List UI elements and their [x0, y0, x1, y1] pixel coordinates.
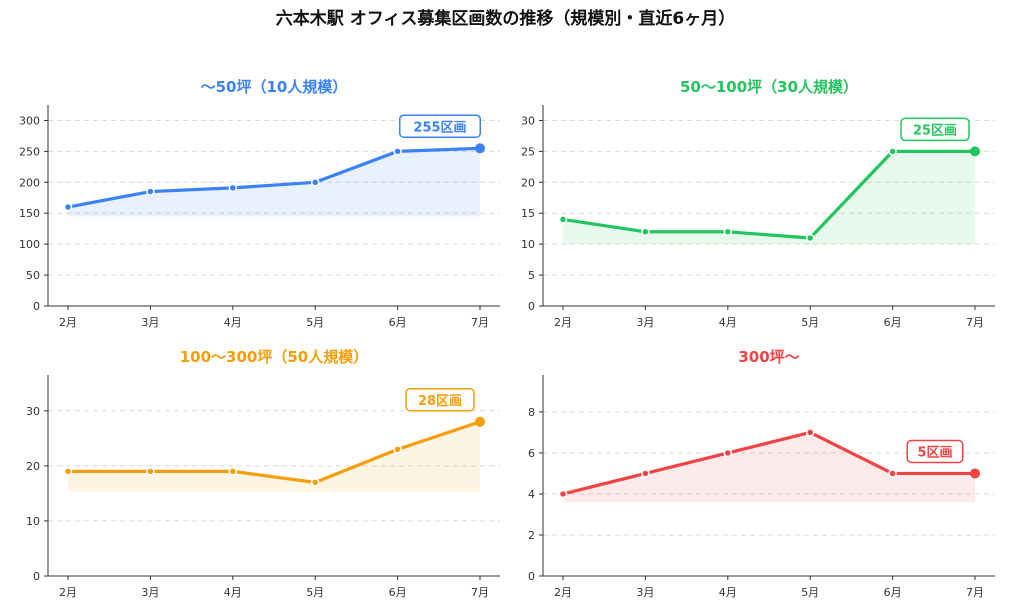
- callout-box: [900, 117, 970, 142]
- series-line: [561, 149, 977, 240]
- y-tick-label: 0: [528, 300, 535, 313]
- y-tick-label: 20: [521, 176, 535, 189]
- x-tick-label: 2月: [554, 316, 572, 329]
- x-tick-label: 4月: [224, 316, 242, 329]
- data-point: [475, 416, 485, 427]
- y-tick-label: 25: [521, 145, 535, 158]
- chart-title: 〜50坪（10人規模）: [201, 78, 348, 96]
- data-point: [641, 469, 650, 478]
- series-line: [66, 420, 482, 484]
- chart-panel-3: 100〜300坪（50人規模） 0 10 20 30 2月 3月 4月 5月 6月 7月 28区画: [26, 348, 500, 599]
- data-point: [393, 147, 402, 156]
- callout-box: [405, 388, 475, 412]
- y-tick-label: 2: [528, 529, 535, 542]
- y-tick-label: 300: [19, 114, 40, 127]
- y-tick-label: 100: [19, 238, 40, 251]
- y-tick-label: 0: [33, 570, 40, 583]
- y-tick-label: 200: [19, 176, 40, 189]
- series-area: [68, 421, 480, 492]
- x-tick-label: 3月: [636, 586, 654, 599]
- series-line: [561, 430, 977, 496]
- x-tick-label: 6月: [884, 316, 902, 329]
- data-point: [641, 227, 650, 237]
- data-point: [63, 467, 73, 476]
- x-tick-label: 4月: [719, 586, 737, 599]
- data-point: [558, 215, 568, 224]
- x-tick-label: 7月: [966, 586, 984, 599]
- x-tick-label: 6月: [884, 586, 902, 599]
- x-tick-label: 3月: [141, 316, 159, 329]
- data-point: [310, 478, 320, 487]
- data-point: [310, 178, 320, 187]
- x-tick-label: 5月: [801, 586, 819, 599]
- data-point: [146, 187, 155, 196]
- y-tick-label: 50: [26, 269, 40, 282]
- data-point: [393, 445, 402, 454]
- chart-title: 100〜300坪（50人規模）: [180, 348, 369, 366]
- series-area: [563, 432, 975, 503]
- y-tick-label: 4: [528, 488, 535, 501]
- chart-panel-4: 300坪〜 0 2 4 6 8 2月 3月 4月 5月 6月 7月 5区画: [528, 348, 995, 599]
- x-tick-label: 6月: [389, 316, 407, 329]
- data-point: [723, 227, 733, 237]
- y-tick-label: 20: [26, 460, 40, 473]
- y-tick-label: 8: [528, 406, 535, 419]
- data-point: [970, 468, 980, 479]
- data-point: [558, 489, 568, 499]
- chart-panel-2: 50〜100坪（30人規模） 0 5 10 15 20 25 30 2月 3月 4月 5月 6月 7月 25…: [521, 78, 995, 329]
- callout-box: [399, 114, 481, 139]
- data-point: [723, 448, 733, 458]
- callout-label: 5区画: [917, 445, 952, 460]
- data-point: [475, 143, 485, 154]
- data-point: [805, 428, 815, 437]
- callout-label: 255区画: [413, 120, 466, 135]
- data-point: [63, 202, 73, 212]
- chart-title: 300坪〜: [738, 348, 799, 366]
- x-tick-label: 7月: [471, 586, 489, 599]
- data-point: [146, 467, 155, 476]
- chart-title: 50〜100坪（30人規模）: [680, 78, 858, 96]
- y-tick-label: 10: [521, 238, 535, 251]
- x-tick-label: 7月: [471, 316, 489, 329]
- x-tick-label: 4月: [719, 316, 737, 329]
- data-point: [888, 469, 897, 478]
- x-tick-label: 3月: [141, 586, 159, 599]
- data-point: [970, 146, 980, 157]
- data-point: [805, 233, 815, 243]
- y-tick-label: 150: [19, 207, 40, 220]
- x-tick-label: 2月: [554, 586, 572, 599]
- x-tick-label: 2月: [59, 316, 77, 329]
- x-tick-label: 5月: [306, 316, 324, 329]
- x-tick-label: 3月: [636, 316, 654, 329]
- y-tick-label: 15: [521, 207, 535, 220]
- y-tick-label: 30: [26, 405, 40, 418]
- callout-box: [906, 439, 964, 464]
- x-tick-label: 5月: [801, 316, 819, 329]
- series-line: [66, 146, 482, 209]
- callout-label: 25区画: [913, 123, 957, 138]
- data-point: [888, 147, 897, 156]
- chart-panel-1: 〜50坪（10人規模） 0 50 100 150 200 250 300 2月 3月 4月 5月 6月 7…: [19, 78, 500, 329]
- y-tick-label: 5: [528, 269, 535, 282]
- y-tick-label: 0: [528, 570, 535, 583]
- y-tick-label: 6: [528, 447, 535, 460]
- y-tick-label: 10: [26, 515, 40, 528]
- y-tick-label: 250: [19, 145, 40, 158]
- y-tick-label: 0: [33, 300, 40, 313]
- callout-label: 28区画: [418, 394, 462, 409]
- x-tick-label: 2月: [59, 586, 77, 599]
- x-tick-label: 4月: [224, 586, 242, 599]
- main-title: 六本木駅 オフィス募集区画数の推移（規模別・直近6ヶ月）: [275, 9, 736, 29]
- series-area: [68, 148, 480, 217]
- data-point: [228, 467, 238, 476]
- data-point: [228, 183, 238, 193]
- x-tick-label: 6月: [389, 586, 407, 599]
- x-tick-label: 5月: [306, 586, 324, 599]
- x-tick-label: 7月: [966, 316, 984, 329]
- y-tick-label: 30: [521, 114, 535, 127]
